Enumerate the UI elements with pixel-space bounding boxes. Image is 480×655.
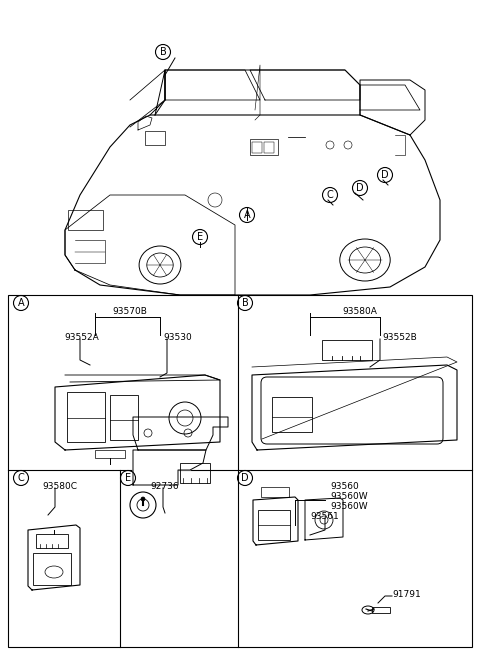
Ellipse shape: [139, 246, 181, 284]
Polygon shape: [305, 498, 343, 540]
Text: B: B: [241, 298, 248, 308]
Polygon shape: [252, 365, 457, 450]
Bar: [261, 487, 289, 497]
Text: 93552B: 93552B: [382, 333, 417, 342]
Circle shape: [141, 497, 145, 501]
Text: E: E: [125, 473, 131, 483]
Ellipse shape: [340, 239, 390, 281]
Bar: [272, 397, 312, 432]
Polygon shape: [133, 450, 206, 485]
Bar: [180, 463, 210, 483]
Text: 93552A: 93552A: [64, 333, 99, 342]
Bar: [95, 450, 125, 458]
Bar: [68, 210, 103, 230]
Text: A: A: [244, 210, 250, 220]
Text: E: E: [197, 232, 203, 242]
Text: 93560W: 93560W: [330, 492, 368, 501]
Bar: [145, 131, 165, 145]
Text: D: D: [356, 183, 364, 193]
Bar: [258, 510, 290, 540]
Text: D: D: [381, 170, 389, 180]
Bar: [250, 139, 278, 155]
Text: 93530: 93530: [163, 333, 192, 342]
Text: 93580C: 93580C: [42, 482, 77, 491]
Text: 93561: 93561: [310, 512, 339, 521]
Polygon shape: [133, 417, 228, 450]
Bar: [8, 295, 472, 647]
Text: 93570B: 93570B: [113, 307, 147, 316]
Bar: [372, 607, 390, 613]
Polygon shape: [65, 115, 440, 295]
Text: 93560: 93560: [330, 482, 359, 491]
Bar: [252, 142, 262, 153]
Bar: [110, 395, 138, 440]
Bar: [264, 142, 274, 153]
Text: D: D: [241, 473, 249, 483]
Text: C: C: [18, 473, 24, 483]
Text: B: B: [160, 47, 167, 57]
Text: 93580A: 93580A: [343, 307, 377, 316]
Text: A: A: [18, 298, 24, 308]
Text: 93560W: 93560W: [330, 502, 368, 511]
Text: 91791: 91791: [392, 590, 421, 599]
Text: C: C: [326, 190, 334, 200]
Text: 92736: 92736: [150, 482, 179, 491]
Bar: [322, 340, 372, 360]
Bar: [67, 392, 105, 442]
Polygon shape: [28, 525, 80, 590]
Bar: [33, 553, 71, 585]
Bar: [36, 534, 68, 548]
Polygon shape: [253, 497, 298, 545]
Polygon shape: [55, 375, 220, 450]
